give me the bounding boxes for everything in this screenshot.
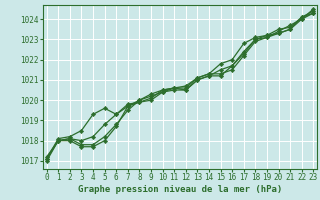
X-axis label: Graphe pression niveau de la mer (hPa): Graphe pression niveau de la mer (hPa): [78, 185, 282, 194]
